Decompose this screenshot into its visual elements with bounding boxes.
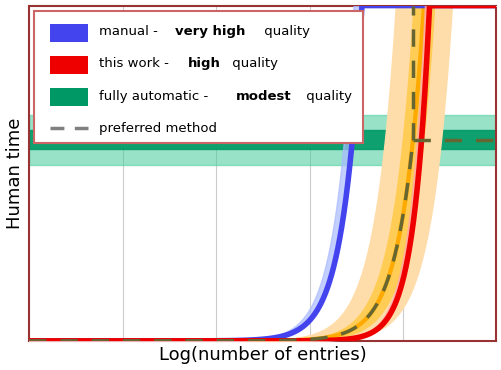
Text: quality: quality [227,57,277,70]
Bar [50,24,87,42]
Text: high: high [188,57,220,70]
Bar [29,130,495,149]
Text: quality: quality [259,25,309,38]
Text: this work -: this work - [99,57,173,70]
Y-axis label: Human time: Human time [6,118,24,229]
Text: modest: modest [235,90,291,102]
Text: preferred method: preferred method [99,122,217,135]
Bar [50,88,87,106]
X-axis label: Log(number of entries): Log(number of entries) [159,346,366,364]
Bar [29,115,495,165]
Text: fully automatic -: fully automatic - [99,90,212,102]
Bar [50,56,87,74]
Text: very high: very high [175,25,245,38]
Text: quality: quality [302,90,352,102]
FancyBboxPatch shape [34,11,363,143]
Text: manual -: manual - [99,25,162,38]
